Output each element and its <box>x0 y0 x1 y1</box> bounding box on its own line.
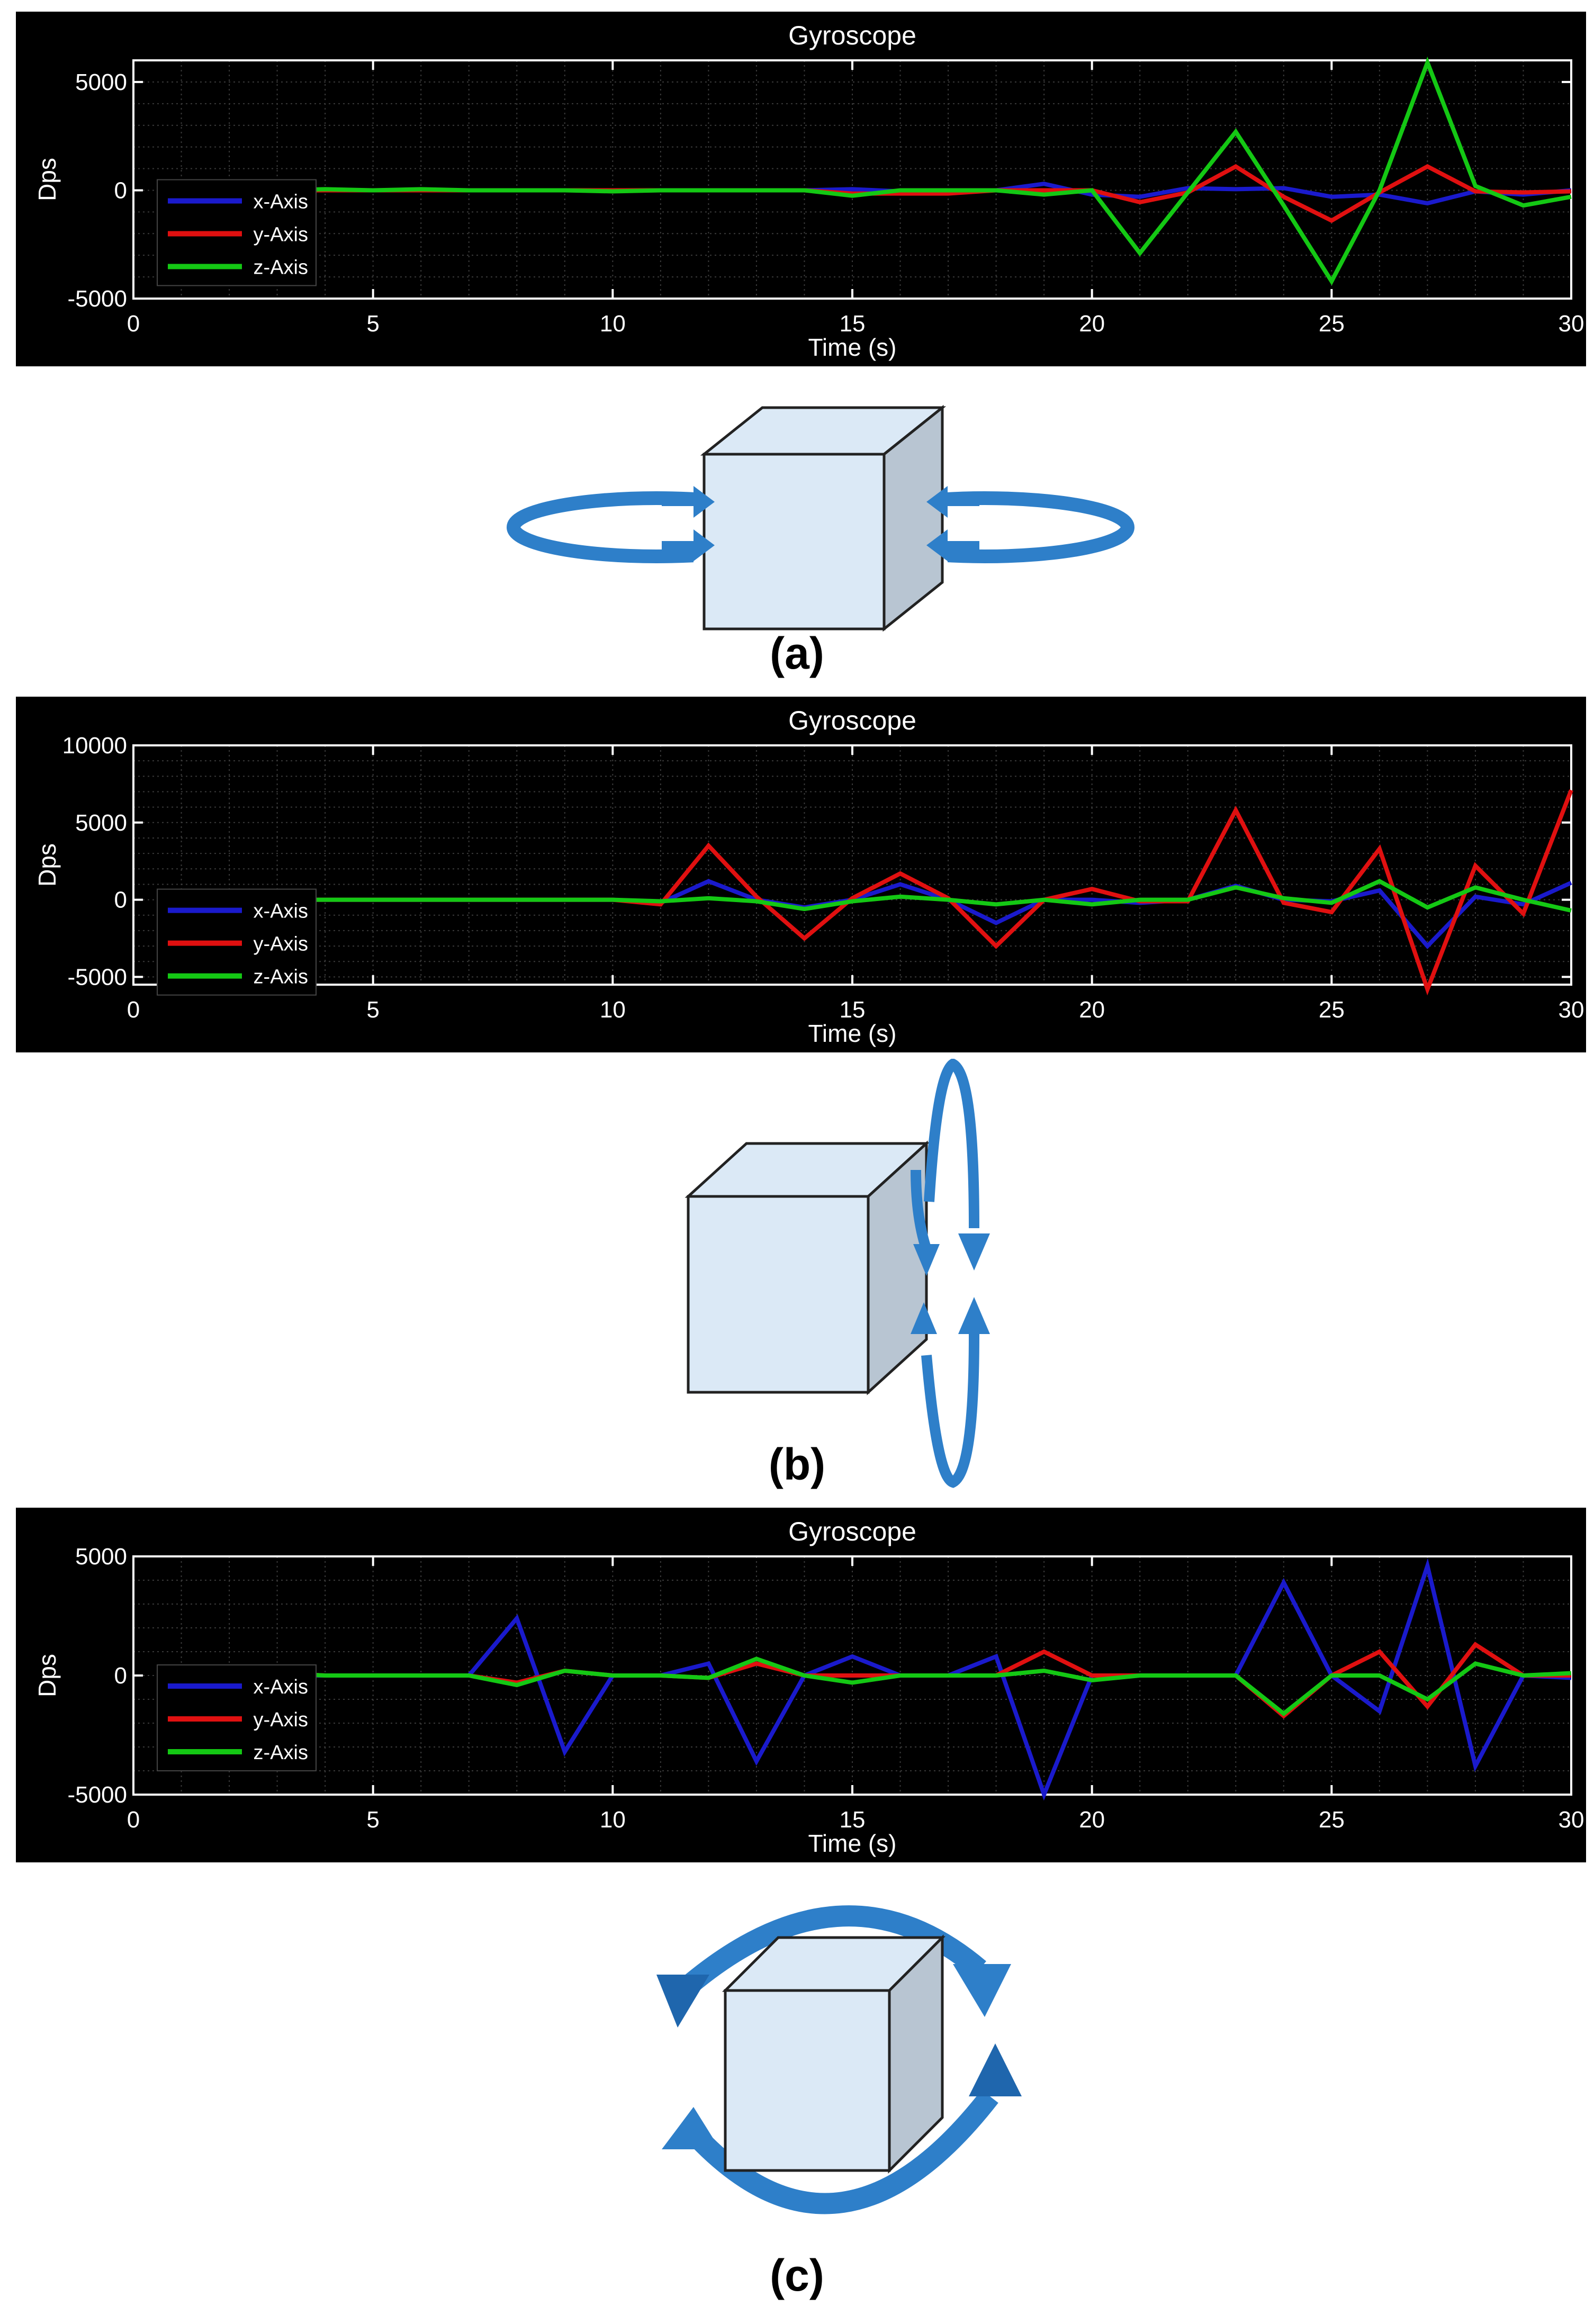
series-line-z-axis <box>181 1656 1572 1717</box>
gyroscope-chart-b: 0 5 10 15 20 25 30-50000500010000GyroscopeTime… <box>33 706 1584 1047</box>
x-tick-label: 5 <box>366 997 379 1023</box>
x-tick-label: 0 <box>127 1807 140 1833</box>
y-tick-label: -5000 <box>67 1782 127 1808</box>
panel-label-a: (a) <box>770 628 824 678</box>
y-axis-label: Dps <box>33 1654 61 1697</box>
rotation-illustration-c <box>641 1874 1053 2247</box>
legend: x-Axis y-Axis z-Axis <box>157 1664 317 1771</box>
y-tick-label: -5000 <box>67 286 127 312</box>
y-axis-label: Dps <box>33 843 61 887</box>
x-tick-label: 20 <box>1079 311 1105 337</box>
legend-label: y-Axis <box>254 933 308 956</box>
grid <box>133 60 1572 299</box>
legend-label: z-Axis <box>254 256 308 278</box>
y-tick-label: 0 <box>114 887 127 913</box>
legend: x-Axis y-Axis z-Axis <box>157 179 317 286</box>
x-tick-label: 20 <box>1079 1807 1105 1833</box>
x-axis-label: Time (s) <box>808 334 897 361</box>
y-axis-label: Dps <box>33 158 61 201</box>
cube-icon <box>685 1140 930 1395</box>
x-tick-label: 20 <box>1079 997 1105 1023</box>
x-tick-label: 15 <box>840 1807 866 1833</box>
chart-panel-c: 0 5 10 15 20 25 30 -5000 0 5000 Gyroscope Time (s) D… <box>16 1508 1586 1862</box>
x-tick-label: 15 <box>840 311 866 337</box>
y-tick-label: 5000 <box>75 810 127 836</box>
legend: x-Axis y-Axis z-Axis <box>157 888 317 996</box>
legend-label: y-Axis <box>254 223 308 246</box>
x-tick-label: 5 <box>366 1807 379 1833</box>
y-tick-label: 0 <box>114 177 127 203</box>
chart-title: Gyroscope <box>788 21 916 50</box>
rotation-illustration-b <box>662 1058 1032 1496</box>
x-tick-label: 15 <box>840 997 866 1023</box>
x-tick-label: 10 <box>600 1807 626 1833</box>
x-tick-label: 25 <box>1319 997 1345 1023</box>
x-tick-label: 25 <box>1319 1807 1345 1833</box>
y-tick-label: -5000 <box>67 964 127 990</box>
x-tick-label: 30 <box>1559 997 1584 1023</box>
panel-label-c: (c) <box>770 2250 824 2300</box>
chart-panel-b: 0 5 10 15 20 25 30 -5000 0 5000 10000 Gyroscope Time… <box>16 697 1586 1052</box>
bottom-rotation-arrow-icon <box>662 2043 1022 2214</box>
cube-icon <box>700 404 947 632</box>
y-tick-label: 5000 <box>75 69 127 95</box>
series-line-z-axis <box>181 879 1572 913</box>
legend-label: y-Axis <box>254 1709 308 1731</box>
legend-label: x-Axis <box>254 1676 308 1698</box>
rotation-illustration-a <box>503 392 1138 638</box>
x-tick-label: 10 <box>600 997 626 1023</box>
x-tick-label: 10 <box>600 311 626 337</box>
chart-panel-a: 0 5 10 15 20 25 30 -5000 0 5000 Gyroscope Time (s) D… <box>16 12 1586 366</box>
cube-icon <box>722 1934 946 2174</box>
x-axis-label: Time (s) <box>808 1830 897 1857</box>
x-tick-label: 25 <box>1319 311 1345 337</box>
chart-title: Gyroscope <box>788 706 916 735</box>
legend-label: z-Axis <box>254 1742 308 1764</box>
lower-rotation-arrow-icon <box>911 1297 990 1488</box>
x-axis-label: Time (s) <box>808 1020 897 1047</box>
x-tick-label: 0 <box>127 997 140 1023</box>
x-tick-label: 5 <box>366 311 379 337</box>
x-tick-label: 30 <box>1559 1807 1584 1833</box>
series-line-z-axis <box>181 56 1572 286</box>
legend-label: x-Axis <box>254 900 308 923</box>
legend-label: z-Axis <box>254 966 308 988</box>
panel-label-b: (b) <box>768 1439 826 1489</box>
legend-label: x-Axis <box>254 191 308 213</box>
chart-title: Gyroscope <box>788 1517 916 1546</box>
grid <box>133 745 1572 985</box>
x-tick-label: 0 <box>127 311 140 337</box>
y-tick-label: 5000 <box>75 1544 127 1570</box>
y-tick-label: 10000 <box>62 733 127 759</box>
y-tick-label: 0 <box>114 1663 127 1689</box>
x-tick-label: 30 <box>1559 311 1584 337</box>
upper-rotation-arrow-icon <box>911 1058 990 1276</box>
